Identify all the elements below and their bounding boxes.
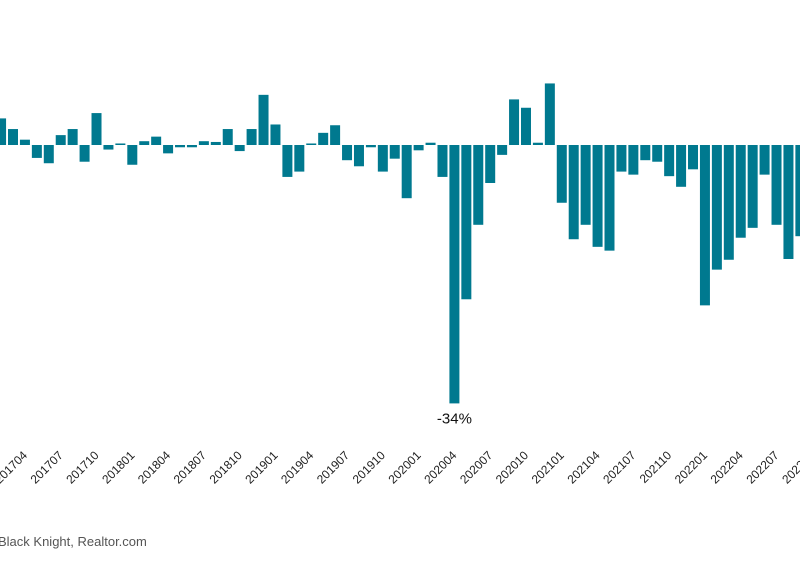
bar-202010 xyxy=(520,107,531,145)
bar-201901 xyxy=(270,124,281,145)
bar-201902 xyxy=(282,145,293,177)
bars xyxy=(0,83,800,404)
bar-201703 xyxy=(8,129,18,145)
bar-202003 xyxy=(437,145,448,177)
x-tick-label: 202101 xyxy=(529,448,567,486)
x-tick-label: 201901 xyxy=(242,448,280,486)
bar-202001 xyxy=(413,145,424,151)
bar-202208 xyxy=(783,145,794,259)
bar-201706 xyxy=(43,145,54,164)
bar-202207 xyxy=(771,145,782,225)
bar-202004 xyxy=(449,145,460,404)
bar-202201 xyxy=(699,145,710,306)
bar-201710 xyxy=(91,113,102,145)
bar-202111 xyxy=(676,145,687,187)
bar-202206 xyxy=(759,145,770,175)
x-tick-label: 201907 xyxy=(314,448,352,486)
bar-202005 xyxy=(461,145,472,300)
x-tick-label: 202107 xyxy=(600,448,638,486)
bar-201906 xyxy=(330,125,341,145)
source-note: Black Knight, Realtor.com xyxy=(0,534,147,549)
bar-201803 xyxy=(151,136,162,145)
bar-201904 xyxy=(306,143,317,145)
bar-201910 xyxy=(377,145,388,172)
bar-201907 xyxy=(342,145,353,161)
x-tick-label: 202004 xyxy=(421,448,459,486)
x-tick-label: 202104 xyxy=(564,448,602,486)
bar-201811 xyxy=(246,129,257,145)
bar-201708 xyxy=(67,129,78,145)
bar-201809 xyxy=(222,129,233,145)
bar-202204 xyxy=(735,145,746,238)
x-tick-label: 202207 xyxy=(743,448,781,486)
x-tick-label: 202204 xyxy=(708,448,746,486)
bar-201912 xyxy=(401,145,412,199)
bar-202105 xyxy=(604,145,615,251)
x-tick-label: 201710 xyxy=(63,448,101,486)
bar-202006 xyxy=(473,145,484,225)
bar-201712 xyxy=(115,143,126,145)
bar-202112 xyxy=(688,145,699,170)
bar-201709 xyxy=(79,145,90,162)
bar-201806 xyxy=(186,145,197,148)
x-tick-label: 201804 xyxy=(135,448,173,486)
x-tick-label: 201801 xyxy=(99,448,137,486)
bar-201908 xyxy=(353,145,364,167)
bar-202209 xyxy=(795,145,800,237)
bar-201810 xyxy=(234,145,245,152)
bar-201707 xyxy=(55,135,66,145)
x-tick-label: 201810 xyxy=(207,448,245,486)
x-tick-labels: 2017042017072017102018012018042018072018… xyxy=(0,448,800,486)
bar-201807 xyxy=(198,141,209,145)
data-label-min: -34% xyxy=(437,410,472,427)
bar-202205 xyxy=(747,145,758,228)
bar-202110 xyxy=(664,145,675,177)
x-tick-label: 201910 xyxy=(350,448,388,486)
bar-201702 xyxy=(0,118,7,145)
bar-202012 xyxy=(544,83,555,145)
x-tick-label: 201704 xyxy=(0,448,30,486)
x-tick-label: 202210 xyxy=(779,448,800,486)
x-tick-label: 201707 xyxy=(28,448,66,486)
bar-201812 xyxy=(258,94,269,145)
bar-202009 xyxy=(509,99,520,145)
x-tick-label: 202001 xyxy=(386,448,424,486)
bar-202107 xyxy=(628,145,639,175)
bar-202002 xyxy=(425,142,436,145)
bar-202103 xyxy=(580,145,591,225)
bar-201711 xyxy=(103,145,114,150)
bar-201905 xyxy=(318,132,329,145)
bar-201801 xyxy=(127,145,138,165)
bar-202106 xyxy=(616,145,627,172)
x-tick-label: 202010 xyxy=(493,448,531,486)
bar-202203 xyxy=(723,145,734,260)
bar-201805 xyxy=(175,145,186,148)
x-tick-label: 202201 xyxy=(672,448,710,486)
bar-202008 xyxy=(497,145,508,155)
x-tick-label: 201904 xyxy=(278,448,316,486)
bar-202104 xyxy=(592,145,603,247)
bar-201802 xyxy=(139,141,150,145)
bar-201804 xyxy=(163,145,174,154)
bar-202202 xyxy=(711,145,722,270)
x-tick-label: 201807 xyxy=(171,448,209,486)
bar-202101 xyxy=(556,145,567,203)
bar-202109 xyxy=(652,145,663,162)
bar-201808 xyxy=(210,141,221,145)
bar-202011 xyxy=(532,142,543,145)
bar-202007 xyxy=(485,145,496,183)
bar-201911 xyxy=(389,145,400,159)
bar-201903 xyxy=(294,145,305,172)
bar-201705 xyxy=(31,145,42,158)
bar-201909 xyxy=(365,145,376,148)
bar-202102 xyxy=(568,145,579,240)
x-tick-label: 202110 xyxy=(637,448,675,486)
x-tick-label: 202007 xyxy=(457,448,495,486)
bar-201704 xyxy=(19,139,30,145)
bar-202108 xyxy=(640,145,651,161)
